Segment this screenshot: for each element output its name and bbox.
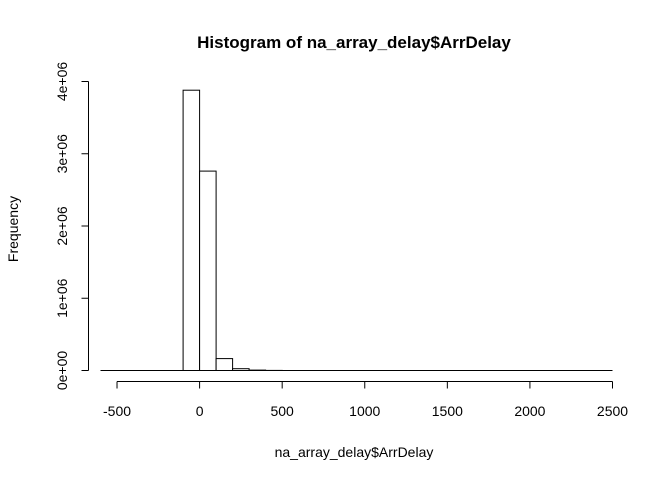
histogram-bars: [100, 89, 613, 372]
x-axis-ticks: -500 0 500 1000 1500 2000 2500: [103, 381, 628, 419]
x-tick-label: -500: [103, 403, 131, 419]
x-tick-label: 0: [196, 403, 204, 419]
x-tick-label: 1000: [349, 403, 380, 419]
y-tick-label: 2e+06: [54, 206, 70, 246]
x-tick-label: 1500: [432, 403, 463, 419]
y-tick-label: 4e+06: [54, 62, 70, 102]
x-tick-label: 2000: [514, 403, 545, 419]
y-tick-label: 3e+06: [54, 134, 70, 174]
x-axis-label: na_array_delay$ArrDelay: [275, 444, 434, 460]
y-axis-label: Frequency: [5, 196, 21, 262]
histogram-bar: [199, 170, 217, 371]
x-tick-label: 2500: [597, 403, 628, 419]
y-tick-label: 1e+06: [54, 278, 70, 318]
histogram-bar: [215, 358, 234, 372]
chart-title: Histogram of na_array_delay$ArrDelay: [197, 33, 511, 52]
histogram-bar: [182, 89, 201, 371]
y-tick-label: 0e+00: [54, 351, 70, 391]
x-tick-label: 500: [270, 403, 294, 419]
y-axis-ticks: 0e+00 1e+06 2e+06 3e+06 4e+06: [54, 62, 89, 391]
